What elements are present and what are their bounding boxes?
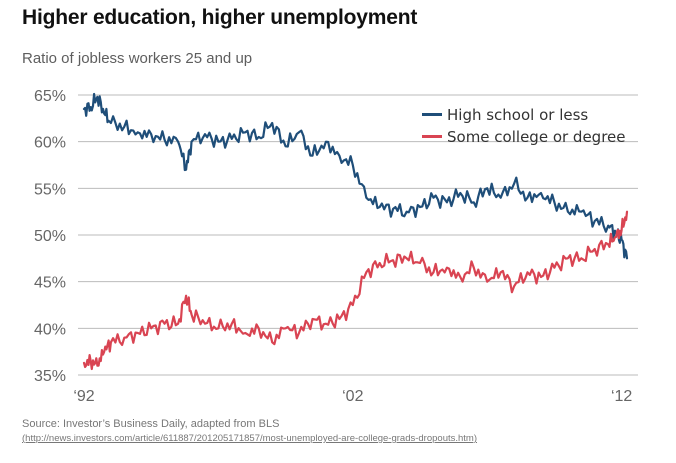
y-tick-label: 55% <box>34 181 66 198</box>
y-tick-label: 65% <box>34 88 66 105</box>
series-line-high-school <box>82 92 629 260</box>
source-note: Source: Investor’s Business Daily, adapt… <box>22 418 280 430</box>
legend-label-college: Some college or degree <box>447 128 626 146</box>
legend-label-high-school: High school or less <box>447 106 588 124</box>
y-tick-label: 35% <box>34 368 66 385</box>
legend: High school or less Some college or degr… <box>422 106 626 146</box>
x-tick-label: ‘92 <box>73 388 94 405</box>
y-axis-ticks: 35% 40% 45% 50% 55% 60% 65% <box>34 88 66 385</box>
series-line-college <box>82 210 629 371</box>
y-tick-label: 40% <box>34 321 66 338</box>
x-axis-ticks: ‘92 ‘02 ‘12 <box>73 388 632 405</box>
x-tick-label: ‘02 <box>342 388 363 405</box>
chart-subtitle: Ratio of jobless workers 25 and up <box>22 50 253 67</box>
series-lines <box>82 92 629 371</box>
y-tick-label: 45% <box>34 275 66 292</box>
y-tick-label: 50% <box>34 228 66 245</box>
source-link[interactable]: (http://news.investors.com/article/61188… <box>22 433 478 444</box>
x-tick-label: ‘12 <box>611 388 632 405</box>
chart-title: Higher education, higher unemployment <box>22 6 418 29</box>
y-tick-label: 60% <box>34 135 66 152</box>
